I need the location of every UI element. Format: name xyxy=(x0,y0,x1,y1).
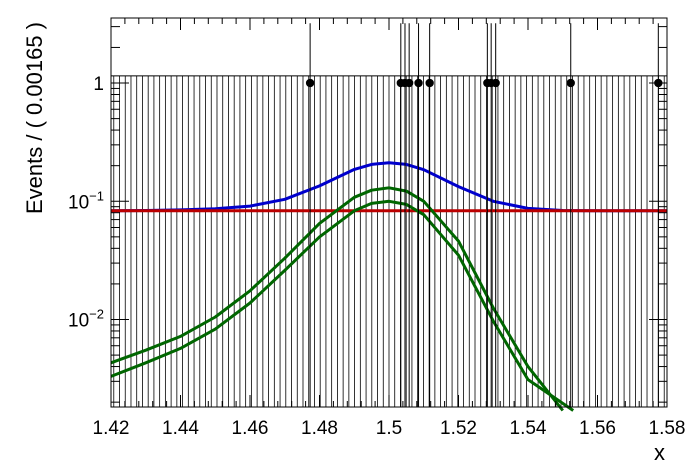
fit-curve-2 xyxy=(110,186,564,412)
x-tick-label: 1.52 xyxy=(440,418,477,439)
x-tick-label: 1.58 xyxy=(649,418,686,439)
data-point xyxy=(305,78,315,88)
y-tick-label: 1 xyxy=(93,74,104,95)
y-tick-label: 10−1 xyxy=(68,188,104,213)
fit-curves xyxy=(110,161,667,412)
empty-bin-error-bars xyxy=(111,75,667,407)
data-point xyxy=(425,78,434,88)
fit-curve-3 xyxy=(110,199,575,412)
data-point xyxy=(414,78,423,88)
x-tick-label: 1.48 xyxy=(301,418,338,439)
x-tick-label: 1.44 xyxy=(162,418,199,439)
x-tick-label: 1.5 xyxy=(376,418,402,439)
data-point xyxy=(404,78,414,88)
data-point xyxy=(566,78,575,88)
y-tick-label: 10−2 xyxy=(68,307,104,332)
x-axis: 1.42 1.44 1.46 1.48 1.5 1.52 1.54 1.56 1.58 xyxy=(93,18,686,439)
y-axis: 1 10−1 10−2 xyxy=(68,26,667,403)
x-tick-label: 1.56 xyxy=(579,418,616,439)
x-tick-label: 1.54 xyxy=(510,418,547,439)
y-axis-label: Events / ( 0.00165 ) xyxy=(22,22,47,214)
x-tick-label: 1.42 xyxy=(93,418,130,439)
data-points xyxy=(305,23,663,407)
x-tick-label: 1.46 xyxy=(232,418,269,439)
x-axis-label: x xyxy=(654,440,665,465)
data-point xyxy=(491,78,500,88)
